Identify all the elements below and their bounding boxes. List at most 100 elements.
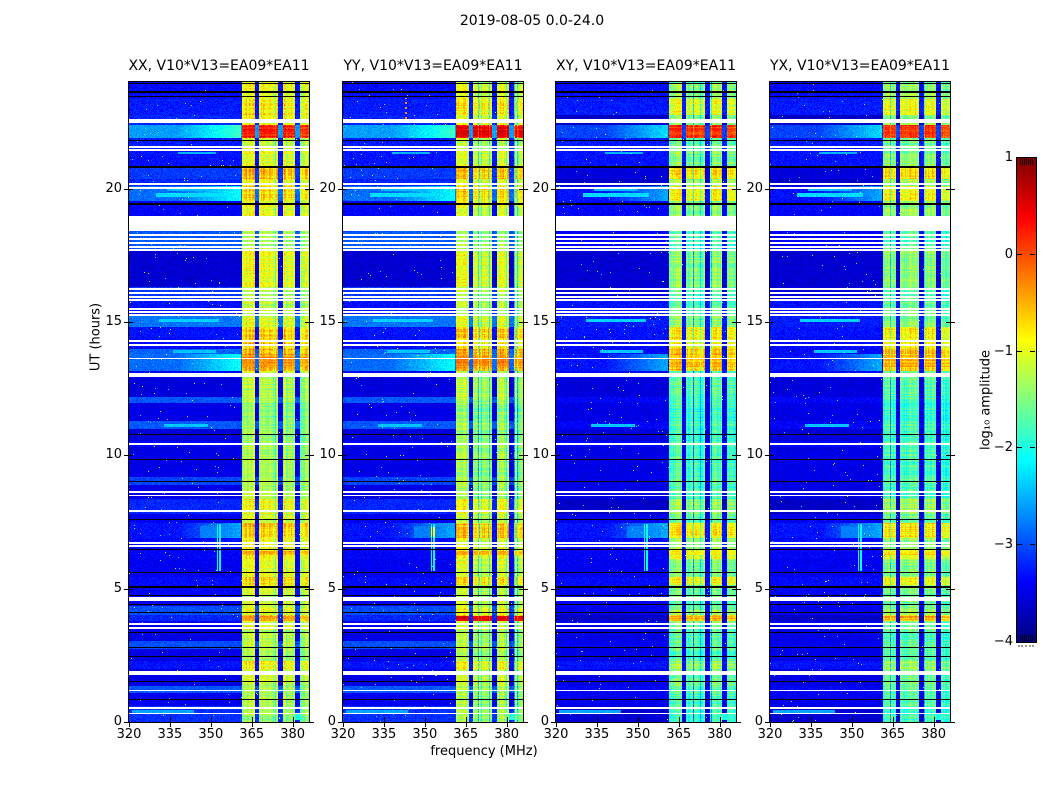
x-tick-label: 320 — [543, 727, 569, 742]
colorbar-tick-mark — [1030, 254, 1035, 255]
y-tick-mark — [737, 589, 741, 590]
colorbar-tick-mark — [1017, 254, 1022, 255]
colorbar-tick-mark — [1017, 351, 1022, 352]
spectrogram-panel-xy — [555, 81, 737, 723]
y-tick-mark — [310, 322, 314, 323]
y-tick-mark — [737, 322, 741, 323]
y-tick-mark — [310, 722, 314, 723]
y-tick-mark — [524, 722, 528, 723]
y-tick-mark — [765, 589, 769, 590]
y-tick-label: 20 — [532, 180, 549, 196]
y-tick-label: 0 — [327, 714, 336, 729]
spectrogram-panel-yx — [769, 81, 951, 723]
colorbar-gradient — [1017, 158, 1036, 642]
y-tick-label: 0 — [754, 714, 763, 729]
y-tick-mark — [765, 455, 769, 456]
x-tick-label: 350 — [412, 727, 438, 742]
x-tick-mark — [129, 723, 130, 727]
colorbar-tick-label: −4 — [993, 634, 1013, 649]
y-tick-mark — [765, 189, 769, 190]
y-tick-mark — [951, 455, 955, 456]
y-tick-mark — [765, 322, 769, 323]
spectrogram-canvas-xy — [556, 82, 736, 722]
y-tick-mark — [551, 722, 555, 723]
y-tick-label: 10 — [746, 447, 763, 463]
y-tick-mark — [124, 589, 128, 590]
colorbar-tick-mark — [1017, 544, 1022, 545]
x-tick-mark — [638, 723, 639, 727]
y-tick-mark — [765, 722, 769, 723]
colorbar-tick-label: −3 — [993, 537, 1013, 553]
x-tick-mark — [770, 723, 771, 727]
x-tick-mark — [466, 723, 467, 727]
y-tick-mark — [338, 322, 342, 323]
y-tick-mark — [951, 189, 955, 190]
x-tick-label: 350 — [839, 727, 865, 742]
colorbar-frame — [1016, 157, 1037, 643]
x-tick-mark — [384, 723, 385, 727]
spectrogram-canvas-yy — [343, 82, 523, 722]
y-tick-label: 5 — [540, 580, 549, 596]
y-tick-label: 20 — [105, 180, 122, 196]
x-tick-mark — [343, 723, 344, 727]
spectrogram-panel-xx — [128, 81, 310, 723]
panel-title-yx: YX, V10*V13=EA09*EA11 — [769, 58, 951, 74]
x-tick-label: 365 — [453, 727, 479, 742]
y-tick-mark — [951, 722, 955, 723]
y-tick-label: 15 — [532, 314, 549, 329]
x-tick-label: 335 — [371, 727, 397, 742]
y-tick-mark — [737, 722, 741, 723]
panel-title-yy: YY, V10*V13=EA09*EA11 — [343, 58, 523, 74]
x-tick-label: 350 — [198, 727, 224, 742]
x-tick-label: 350 — [625, 727, 651, 742]
x-tick-label: 365 — [239, 727, 265, 742]
x-tick-mark — [720, 723, 721, 727]
x-tick-label: 380 — [280, 727, 306, 742]
x-tick-mark — [425, 723, 426, 727]
x-tick-mark — [507, 723, 508, 727]
y-tick-label: 5 — [327, 580, 336, 596]
x-tick-mark — [556, 723, 557, 727]
y-tick-mark — [951, 322, 955, 323]
y-tick-label: 5 — [754, 580, 763, 596]
y-tick-label: 5 — [113, 580, 122, 596]
y-tick-label: 10 — [105, 447, 122, 463]
x-tick-mark — [852, 723, 853, 727]
y-tick-mark — [524, 322, 528, 323]
colorbar-tick-label: −1 — [993, 343, 1013, 359]
panel-title-xx: XX, V10*V13=EA09*EA11 — [128, 58, 310, 74]
y-tick-mark — [737, 189, 741, 190]
figure-title: 2019-08-05 0.0-24.0 — [459, 13, 605, 29]
x-tick-label: 380 — [707, 727, 733, 742]
y-tick-mark — [124, 189, 128, 190]
x-tick-mark — [293, 723, 294, 727]
y-tick-mark — [124, 722, 128, 723]
x-axis-label: frequency (MHz) — [430, 744, 538, 759]
colorbar-extend-dots — [1018, 645, 1034, 647]
x-tick-label: 380 — [921, 727, 947, 742]
x-tick-mark — [211, 723, 212, 727]
spectrogram-canvas-yx — [770, 82, 950, 722]
y-tick-label: 0 — [113, 714, 122, 729]
x-tick-label: 335 — [157, 727, 183, 742]
y-tick-mark — [524, 189, 528, 190]
y-tick-mark — [338, 189, 342, 190]
y-tick-mark — [338, 589, 342, 590]
y-tick-label: 15 — [746, 314, 763, 329]
colorbar-tick-mark — [1017, 447, 1022, 448]
panel-title-xy: XY, V10*V13=EA09*EA11 — [555, 58, 737, 74]
y-tick-label: 15 — [105, 314, 122, 329]
colorbar-tick-mark — [1030, 447, 1035, 448]
x-tick-label: 320 — [330, 727, 356, 742]
y-tick-label: 20 — [319, 180, 336, 196]
colorbar-tick-label: −2 — [993, 440, 1013, 456]
y-tick-mark — [951, 589, 955, 590]
x-tick-label: 335 — [584, 727, 610, 742]
x-tick-label: 320 — [116, 727, 142, 742]
x-tick-mark — [893, 723, 894, 727]
x-tick-mark — [934, 723, 935, 727]
y-tick-mark — [310, 455, 314, 456]
y-tick-mark — [551, 189, 555, 190]
colorbar-tick-mark — [1030, 544, 1035, 545]
